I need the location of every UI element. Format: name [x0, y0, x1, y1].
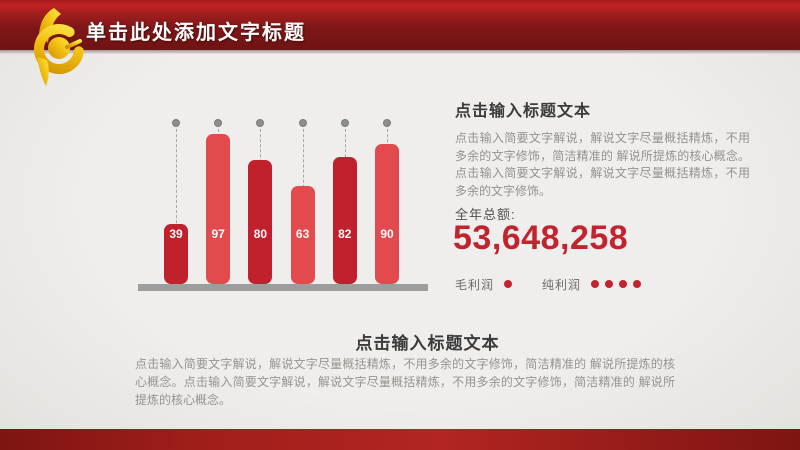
bottom-section-title: 点击输入标题文本 — [355, 334, 500, 353]
chart-bar — [375, 144, 399, 284]
chart-bar — [290, 186, 315, 284]
chart-marker-dot — [172, 119, 180, 127]
legend: 毛利润 纯利润 — [455, 276, 671, 292]
legend-label: 毛利润 — [455, 277, 495, 292]
chart-bar — [248, 160, 273, 284]
legend-item: 纯利润 — [542, 276, 647, 293]
legend-dot-icon — [633, 280, 642, 288]
chart-bar-value-label: 80 — [253, 227, 268, 241]
right-section-body: 点击输入简要文字解说，解说文字尽量概括精炼，不用多余的文字修饰，简洁精准的 解说… — [455, 131, 750, 198]
legend-dot-icon — [605, 280, 614, 288]
legend-dot-icon — [504, 280, 513, 288]
legend-item: 毛利润 — [455, 276, 518, 293]
footer-bar — [0, 429, 800, 450]
chart-bar-value-label: 82 — [338, 227, 352, 241]
legend-dot-icon — [591, 280, 600, 288]
chart-guide-line — [176, 129, 177, 284]
chart-bar-value-label: 39 — [169, 227, 183, 241]
legend-dot-icon — [619, 280, 628, 288]
total-label: 全年总额: — [455, 207, 516, 222]
bottom-section-body: 点击输入简要文字解说，解说文字尽量概括精炼，不用多余的文字修饰，简洁精准的 解说… — [135, 357, 675, 407]
chart-bar — [206, 134, 231, 284]
chart-marker-dot — [256, 119, 265, 127]
chart-bar-value-label: 97 — [211, 227, 225, 241]
chart-baseline — [138, 284, 428, 291]
chart-marker-dot — [340, 119, 349, 127]
chart-bar-value-label: 63 — [295, 227, 310, 241]
right-section-title: 点击输入标题文本 — [455, 103, 592, 120]
slide-title: 单击此处添加文字标题 — [86, 22, 306, 44]
legend-label: 纯利润 — [542, 277, 582, 292]
header-bar: 单击此处添加文字标题 — [0, 0, 800, 50]
chart-marker-dot — [383, 119, 391, 127]
total-value: 53,648,258 — [453, 219, 629, 257]
bar-chart: 39 97 80 63 82 90 — [138, 117, 430, 291]
gold-swirl-logo-icon — [12, 3, 86, 89]
chart-bar — [164, 224, 188, 284]
chart-marker-dot — [214, 119, 223, 127]
header-divider — [0, 50, 800, 54]
chart-marker-dot — [298, 119, 307, 127]
chart-bar — [332, 157, 357, 284]
chart-bar-value-label: 90 — [380, 227, 394, 241]
